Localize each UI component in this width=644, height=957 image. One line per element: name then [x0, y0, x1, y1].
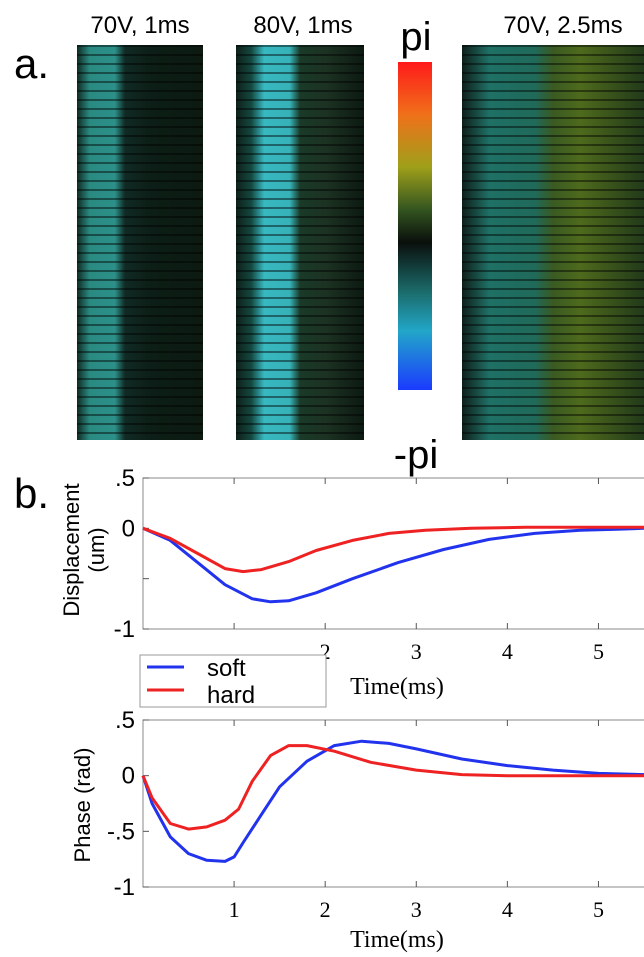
series-line-hard: [141, 744, 644, 831]
y-tick-label: -1: [114, 874, 135, 901]
y-tick-label: .5: [115, 707, 135, 734]
displacement-ylabel-line2: (um): [84, 527, 109, 572]
x-tick-label: 4: [502, 897, 513, 922]
phase-chart: .5 0 -.5 -1 1 2 3 4 5 Phase (rad) Time(ms): [70, 707, 644, 953]
y-tick-label: -1: [114, 616, 135, 643]
phase-series: [141, 739, 644, 863]
displacement-xlabel: Time(ms): [350, 674, 444, 700]
displacement-series: [142, 525, 644, 604]
displacement-x-ticks: 2 3 4 5: [233, 478, 604, 664]
legend-box: [139, 654, 327, 708]
colorbar-top-label: pi: [400, 15, 431, 59]
image-3-title: 70V, 2.5ms: [503, 12, 622, 39]
x-tick-label: 4: [502, 639, 513, 664]
x-tick-label: 2: [320, 639, 331, 664]
series-line-soft: [142, 526, 644, 604]
phase-plot-area: [142, 719, 644, 888]
y-tick-label: .5: [115, 465, 135, 492]
y-tick-label: 0: [122, 763, 135, 790]
displacement-chart: .5 0 -1 2 3 4 5 Displacement (um) Time(ms) so…: [59, 465, 644, 709]
phase-x-ticks: 1 2 3 4 5: [229, 720, 604, 922]
phase-image-1: [77, 45, 203, 440]
phase-ylabel: Phase (rad): [70, 748, 95, 863]
legend: soft hard: [139, 654, 327, 709]
displacement-y-ticks: .5 0 -1: [114, 465, 149, 643]
y-tick-label: -.5: [107, 818, 135, 845]
colorbar-bottom-label: -pi: [394, 433, 438, 477]
series-line-hard: [142, 525, 644, 574]
image-1-title: 70V, 1ms: [90, 12, 189, 39]
displacement-plot-area: [142, 477, 644, 630]
phase-image-2: [236, 45, 364, 440]
x-tick-label: 5: [593, 639, 604, 664]
legend-label-hard: hard: [207, 682, 255, 709]
phase-y-ticks: .5 0 -.5 -1: [107, 707, 149, 901]
image-2-title: 80V, 1ms: [253, 12, 352, 39]
legend-label-soft: soft: [207, 655, 246, 682]
phase-image-3: [462, 45, 644, 440]
x-tick-label: 5: [593, 897, 604, 922]
phase-colorbar: [398, 62, 432, 390]
panel-b-label: b.: [14, 470, 49, 517]
x-tick-label: 3: [411, 639, 422, 664]
x-tick-label: 2: [320, 897, 331, 922]
displacement-ylabel-line1: Displacement: [59, 483, 84, 616]
x-tick-label: 1: [229, 897, 240, 922]
phase-xlabel: Time(ms): [350, 927, 444, 953]
series-line-soft: [141, 739, 644, 863]
x-tick-label: 3: [411, 897, 422, 922]
y-tick-label: 0: [122, 515, 135, 542]
panel-a-label: a.: [14, 40, 49, 87]
